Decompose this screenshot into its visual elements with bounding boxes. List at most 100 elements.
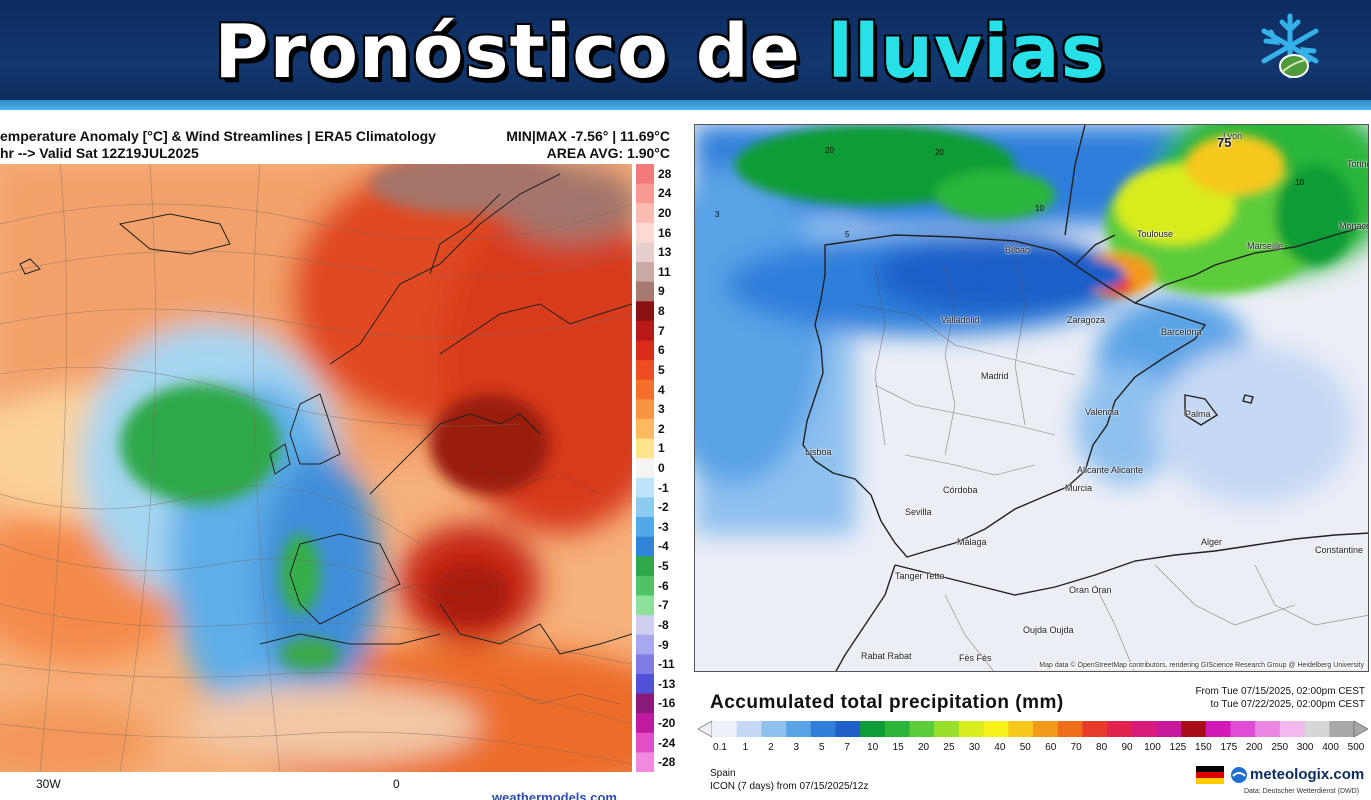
precipitation-map: 20 20 3 5 10 10 Bilbao Toulouse Marseille Monac…: [694, 124, 1369, 672]
scale-swatch: [761, 721, 787, 737]
scale-label: 125: [1169, 742, 1187, 753]
scale-label: 500: [1347, 742, 1365, 753]
city-label: Lisboa: [805, 447, 832, 457]
city-label: Córdoba: [943, 485, 978, 495]
temperature-anomaly-panel: emperature Anomaly [°C] & Wind Streamlin…: [0, 116, 690, 800]
colorbar-swatch: [636, 262, 654, 283]
colorbar-swatch: [636, 673, 654, 695]
scale-label: 1: [742, 742, 749, 753]
city-label: Monaco: [1339, 221, 1369, 231]
svg-text:20: 20: [825, 146, 834, 155]
colorbar-label: 11: [658, 264, 671, 279]
colorbar-label: -4: [658, 539, 669, 554]
city-label: Málaga: [957, 537, 987, 547]
colorbar-label: -13: [658, 676, 676, 691]
colorbar-label: 9: [658, 284, 665, 299]
colorbar-label: -9: [658, 637, 669, 652]
header-banner: [0, 0, 1371, 106]
colorbar-label: -6: [658, 578, 669, 593]
svg-text:10: 10: [1295, 178, 1304, 187]
colorbar-swatch: [636, 340, 654, 361]
colorbar-label: -20: [658, 715, 676, 730]
scale-label: 200: [1245, 742, 1263, 753]
scale-swatch: [810, 721, 836, 737]
colorbar-label: -3: [658, 519, 669, 534]
colorbar-label: 24: [658, 186, 672, 201]
svg-text:5: 5: [845, 230, 850, 239]
precipitation-panel: 20 20 3 5 10 10 Bilbao Toulouse Marseille Monac…: [694, 124, 1371, 800]
scale-swatch: [934, 721, 960, 737]
scale-label: 175: [1220, 742, 1238, 753]
lon-label-0: 0: [393, 777, 400, 791]
scale-swatch: [1329, 721, 1355, 737]
meteologix-brand[interactable]: meteologix.com: [1250, 766, 1365, 783]
scale-label: 150: [1195, 742, 1212, 753]
scale-label: 30: [968, 742, 980, 753]
scale-label: 70: [1070, 742, 1082, 753]
city-label: Sevilla: [905, 507, 932, 517]
scale-swatch: [983, 721, 1009, 737]
scale-swatch: [909, 721, 935, 737]
colorbar-label: 4: [658, 382, 665, 397]
city-label: Barcelona: [1161, 327, 1202, 337]
colorbar-label: 28: [658, 166, 672, 181]
scale-swatch: [712, 721, 737, 737]
colorbar-swatch: [636, 379, 654, 400]
title-part-1: Pronóstico de: [214, 9, 828, 95]
city-label: Palma: [1185, 409, 1211, 419]
city-label: Constantine: [1315, 545, 1364, 555]
colorbar-label: -7: [658, 598, 669, 613]
left-map-title: emperature Anomaly [°C] & Wind Streamlin…: [0, 128, 436, 144]
meteologix-logo-icon: [1231, 767, 1247, 783]
left-map-subtitle: hr --> Valid Sat 12Z19JUL2025: [0, 145, 199, 161]
scale-label: 5: [818, 742, 825, 753]
colorbar-swatch: [636, 222, 654, 243]
colorbar-swatch: [636, 497, 654, 518]
scale-swatch: [958, 721, 984, 737]
colorbar-swatch: [636, 360, 654, 381]
temperature-colorbar: [636, 164, 654, 772]
colorbar-swatch: [636, 752, 654, 772]
model-label: ICON (7 days) from 07/15/2025/12z: [710, 781, 869, 792]
scale-swatch: [860, 721, 886, 737]
scale-label: 400: [1322, 742, 1339, 753]
colorbar-label: -28: [658, 755, 676, 770]
dwd-credit: Data: Deutscher Wetterdienst (DWD): [1243, 788, 1359, 795]
colorbar-label: 6: [658, 343, 665, 358]
colorbar-swatch: [636, 301, 654, 322]
scale-swatch: [1181, 721, 1207, 737]
colorbar-label: 5: [658, 362, 665, 377]
colorbar-swatch: [636, 575, 654, 596]
colorbar-label: -5: [658, 559, 669, 574]
scale-label: 50: [1019, 742, 1031, 753]
scale-label: 40: [994, 742, 1006, 753]
city-label: Valladolid: [941, 315, 980, 325]
scale-swatch: [1107, 721, 1133, 737]
scale-swatch: [1008, 721, 1034, 737]
map-credit: Map data © OpenStreetMap contributors, r…: [1037, 662, 1366, 669]
lon-label-30w: 30W: [36, 777, 61, 791]
colorbar-swatch: [636, 164, 654, 185]
region-label: Spain: [710, 768, 736, 779]
scale-arrow-left: [698, 720, 713, 738]
weathermodels-credit[interactable]: weathermodels.com: [492, 790, 617, 800]
colorbar-swatch: [636, 654, 654, 675]
scale-swatch: [1230, 721, 1256, 737]
colorbar-swatch: [636, 418, 654, 440]
colorbar-label: -8: [658, 617, 669, 632]
scale-label: 0.1: [713, 742, 727, 753]
scale-swatch: [1205, 721, 1231, 737]
page-title: Pronóstico de lluvias: [0, 4, 1320, 100]
scale-label: 100: [1144, 742, 1161, 753]
scale-label: 250: [1271, 742, 1289, 753]
colorbar-label: -24: [658, 735, 676, 750]
city-label: Lyon: [1223, 131, 1243, 141]
scale-label: 20: [917, 742, 930, 753]
scale-label: 90: [1121, 742, 1133, 753]
scale-swatch: [736, 721, 762, 737]
scale-label: 15: [892, 742, 904, 753]
city-label: Bilbao: [1005, 245, 1031, 255]
scale-label: 80: [1096, 742, 1108, 753]
colorbar-label: 1: [658, 441, 665, 456]
colorbar-swatch: [636, 634, 654, 655]
